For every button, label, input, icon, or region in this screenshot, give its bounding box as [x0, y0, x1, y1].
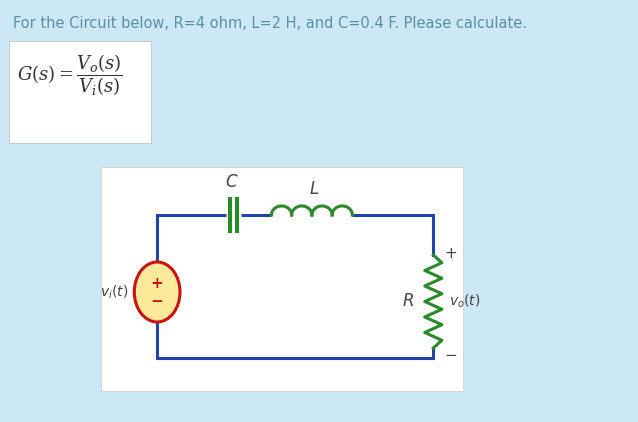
Text: $v_o(t)$: $v_o(t)$: [449, 293, 480, 310]
Text: For the Circuit below, R=4 ohm, L=2 H, and C=0.4 F. Please calculate.: For the Circuit below, R=4 ohm, L=2 H, a…: [13, 16, 528, 31]
FancyBboxPatch shape: [8, 41, 151, 143]
Ellipse shape: [134, 262, 180, 322]
Text: $R$: $R$: [403, 292, 414, 311]
FancyBboxPatch shape: [101, 167, 463, 391]
Text: $L$: $L$: [309, 180, 319, 198]
Text: +: +: [151, 276, 163, 290]
Text: −: −: [151, 295, 163, 309]
Text: +: +: [445, 246, 457, 260]
Text: $v_i(t)$: $v_i(t)$: [100, 283, 129, 301]
Text: $G(s) = \dfrac{V_o(s)}{V_i(s)}$: $G(s) = \dfrac{V_o(s)}{V_i(s)}$: [17, 52, 123, 97]
Text: −: −: [445, 349, 457, 363]
Text: $C$: $C$: [225, 173, 238, 191]
